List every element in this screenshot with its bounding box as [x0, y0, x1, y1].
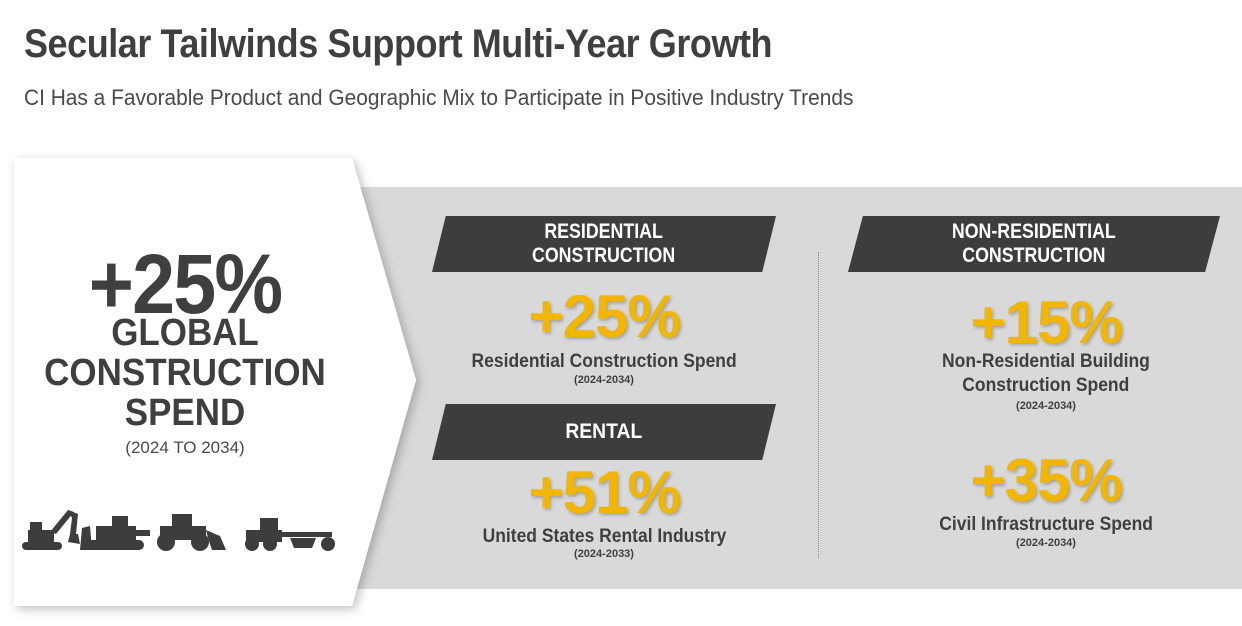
civil-years: (2024-2034) [1016, 537, 1076, 549]
rental-years: (2024-2033) [574, 548, 634, 560]
residential-years: (2024-2034) [574, 374, 634, 386]
page-subtitle: CI Has a Favorable Product and Geographi… [24, 85, 854, 110]
bulldozer-icon [80, 516, 150, 550]
non-residential-years: (2024-2034) [1016, 400, 1076, 412]
column-divider [818, 252, 819, 558]
global-arrow-shape [14, 158, 416, 606]
excavator-icon [22, 510, 80, 550]
page-title: Secular Tailwinds Support Multi-Year Gro… [24, 22, 773, 66]
global-percent: +25% [88, 237, 283, 331]
wheel-loader-icon [157, 514, 226, 551]
civil-label: Civil Infrastructure Spend [939, 514, 1153, 535]
motor-grader-icon [245, 518, 335, 551]
non-residential-banner-line2: CONSTRUCTION [962, 244, 1106, 267]
residential-banner: RESIDENTIAL CONSTRUCTION [432, 216, 776, 272]
non-residential-banner: NON-RESIDENTIAL CONSTRUCTION [848, 216, 1220, 272]
residential-banner-line2: CONSTRUCTION [532, 244, 676, 267]
global-label-line1: GLOBAL [111, 312, 259, 354]
civil-percent: +35% [970, 447, 1122, 514]
residential-banner-line1: RESIDENTIAL [544, 220, 664, 243]
rental-banner: RENTAL [432, 404, 776, 460]
non-residential-label: Non-Residential Building Construction Sp… [942, 351, 1150, 396]
global-years: (2024 TO 2034) [125, 438, 245, 457]
rental-label: United States Rental Industry [482, 526, 726, 547]
non-residential-banner-line1: NON-RESIDENTIAL [952, 220, 1116, 243]
residential-percent: +25% [528, 283, 680, 350]
construction-machines-icon [22, 510, 335, 551]
residential-label: Residential Construction Spend [471, 351, 737, 372]
rental-banner-label: RENTAL [565, 420, 643, 443]
rental-percent: +51% [528, 459, 680, 526]
global-label-line2: CONSTRUCTION [44, 352, 326, 394]
global-label-line3: SPEND [124, 392, 246, 434]
non-residential-percent: +15% [970, 289, 1122, 356]
